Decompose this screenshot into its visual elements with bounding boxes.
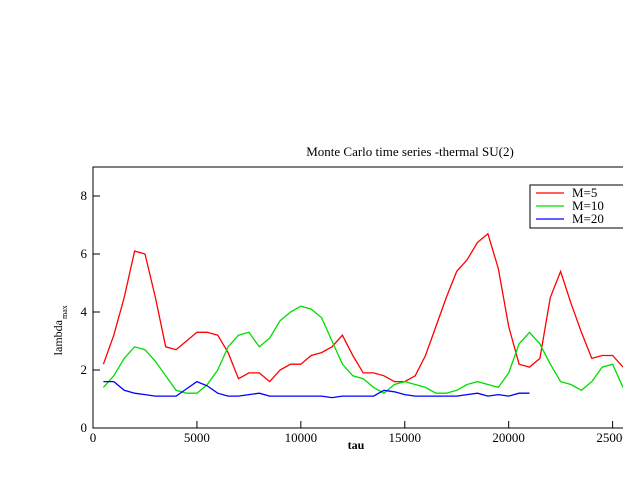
y-tick-label: 4 (81, 304, 88, 319)
x-tick-label: 15000 (389, 430, 422, 445)
plot-frame (92, 166, 623, 429)
y-tick-label: 0 (81, 420, 88, 435)
y-axis-label: lambda (51, 319, 65, 355)
series-line (103, 380, 530, 399)
x-tick-label: 0 (90, 430, 97, 445)
y-axis-label-sub: max (60, 305, 69, 319)
legend-label: M=20 (572, 211, 604, 226)
series-line (102, 232, 623, 383)
x-tick-label: 5000 (184, 430, 210, 445)
x-axis-label: tau (348, 438, 365, 452)
y-axis-label-group: lambda max (51, 305, 69, 355)
series-line (102, 305, 623, 394)
chart-title: Monte Carlo time series -thermal SU(2) (306, 144, 514, 159)
y-tick-label: 6 (81, 246, 88, 261)
legend-label: M=10 (572, 198, 604, 213)
legend-label: M=5 (572, 185, 597, 200)
x-tick-label: 10000 (285, 430, 318, 445)
y-tick-label: 8 (81, 188, 88, 203)
x-tick-label: 20000 (492, 430, 525, 445)
y-tick-label: 2 (81, 362, 88, 377)
